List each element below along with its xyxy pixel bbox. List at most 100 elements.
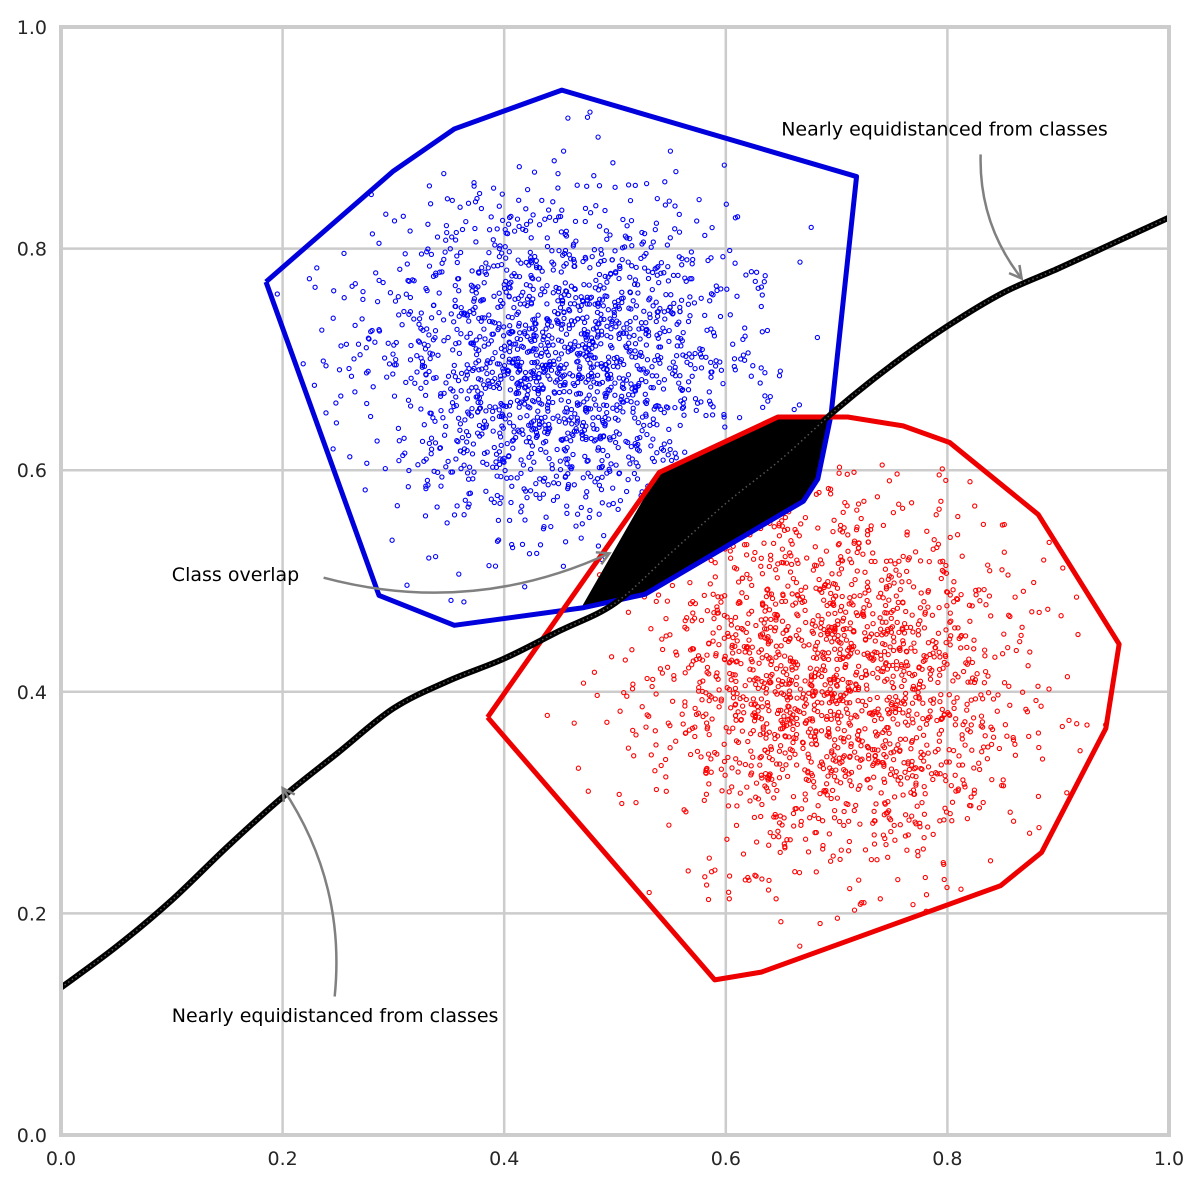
scatter-point bbox=[1027, 649, 1033, 655]
scatter-point bbox=[531, 459, 537, 465]
scatter-point bbox=[762, 608, 768, 614]
scatter-point bbox=[602, 421, 608, 427]
scatter-point bbox=[663, 774, 669, 780]
scatter-point bbox=[886, 573, 892, 579]
scatter-point bbox=[566, 389, 573, 395]
scatter-point bbox=[829, 750, 835, 756]
scatter-point bbox=[882, 661, 889, 667]
scatter-point bbox=[670, 272, 677, 279]
scatter-point bbox=[958, 886, 964, 892]
scatter-point bbox=[561, 388, 567, 395]
scatter-point bbox=[613, 270, 619, 276]
scatter-point bbox=[708, 769, 714, 775]
scatter-point bbox=[599, 457, 605, 464]
scatter-point bbox=[533, 264, 540, 271]
scatter-point bbox=[930, 776, 936, 783]
scatter-point bbox=[471, 296, 478, 302]
scatter-point bbox=[812, 689, 818, 696]
scatter-point bbox=[949, 799, 956, 805]
scatter-point bbox=[843, 706, 849, 712]
scatter-point bbox=[626, 349, 632, 355]
scatter-point bbox=[406, 311, 412, 317]
scatter-point bbox=[532, 326, 538, 332]
scatter-point bbox=[818, 673, 825, 680]
scatter-point bbox=[568, 438, 574, 444]
scatter-point bbox=[896, 558, 902, 564]
scatter-point bbox=[762, 747, 768, 753]
scatter-point bbox=[1006, 612, 1012, 618]
scatter-point bbox=[710, 404, 716, 410]
scatter-point bbox=[792, 751, 798, 757]
scatter-point bbox=[724, 685, 730, 691]
scatter-point bbox=[779, 518, 785, 524]
scatter-point bbox=[736, 598, 742, 605]
scatter-point bbox=[653, 318, 659, 325]
scatter-point bbox=[423, 456, 429, 462]
scatter-point bbox=[471, 183, 477, 189]
scatter-point bbox=[819, 667, 825, 673]
scatter-point bbox=[716, 687, 722, 693]
scatter-point bbox=[634, 435, 640, 442]
scatter-point bbox=[665, 263, 671, 270]
scatter-point bbox=[857, 592, 863, 599]
scatter-point bbox=[718, 367, 725, 373]
scatter-point bbox=[906, 817, 912, 823]
scatter-point bbox=[578, 504, 584, 511]
scatter-point bbox=[690, 658, 696, 664]
scatter-point bbox=[892, 837, 898, 843]
scatter-point bbox=[728, 705, 734, 711]
scatter-point bbox=[600, 447, 606, 454]
scatter-point bbox=[749, 582, 755, 589]
annotation-arrow bbox=[323, 552, 610, 594]
scatter-point bbox=[708, 869, 715, 875]
scatter-point bbox=[771, 781, 777, 788]
scatter-point bbox=[712, 560, 718, 566]
scatter-point bbox=[728, 622, 735, 628]
scatter-point bbox=[648, 752, 654, 758]
scatter-point bbox=[811, 702, 818, 708]
scatter-point bbox=[721, 741, 727, 747]
scatter-point bbox=[748, 772, 754, 778]
scatter-point bbox=[627, 274, 633, 280]
scatter-point bbox=[565, 115, 571, 121]
scatter-point bbox=[517, 336, 524, 343]
scatter-point bbox=[881, 648, 888, 655]
scatter-point bbox=[452, 237, 459, 243]
scatter-point bbox=[428, 446, 435, 452]
scatter-point bbox=[807, 716, 813, 722]
scatter-point bbox=[552, 349, 559, 356]
x-tick-label: 0.8 bbox=[932, 1148, 962, 1170]
scatter-point bbox=[794, 611, 800, 617]
scatter-point bbox=[847, 753, 853, 759]
scatter-point bbox=[893, 658, 900, 665]
scatter-point bbox=[917, 558, 924, 564]
scatter-point bbox=[797, 259, 803, 265]
scatter-point bbox=[653, 786, 660, 793]
scatter-point bbox=[794, 557, 800, 563]
scatter-point bbox=[496, 203, 502, 209]
scatter-point bbox=[554, 317, 560, 323]
scatter-point bbox=[492, 563, 499, 569]
scatter-point bbox=[574, 182, 580, 188]
scatter-point bbox=[874, 694, 880, 701]
scatter-point bbox=[787, 680, 793, 686]
scatter-point bbox=[699, 346, 705, 353]
scatter-point bbox=[870, 611, 876, 617]
scatter-point bbox=[881, 776, 887, 782]
scatter-point bbox=[914, 803, 920, 809]
scatter-point bbox=[359, 316, 365, 322]
scatter-point bbox=[714, 604, 720, 610]
scatter-point bbox=[501, 403, 507, 409]
scatter-point bbox=[841, 727, 847, 734]
scatter-point bbox=[548, 367, 555, 373]
scatter-point bbox=[936, 506, 942, 512]
scatter-point bbox=[578, 331, 585, 337]
scatter-point bbox=[712, 363, 719, 369]
scatter-point bbox=[692, 600, 699, 607]
scatter-point bbox=[477, 334, 483, 340]
scatter-point bbox=[864, 532, 871, 538]
scatter-point bbox=[916, 696, 922, 702]
scatter-point bbox=[773, 643, 779, 649]
scatter-point bbox=[679, 255, 685, 262]
